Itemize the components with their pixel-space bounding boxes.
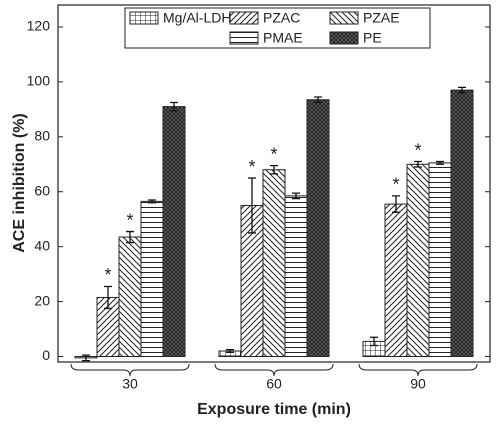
bar	[306, 99, 330, 358]
y-tick-label: 20	[34, 292, 50, 308]
error-bar	[370, 336, 378, 347]
significance-mark: *	[270, 144, 277, 164]
error-bar	[436, 160, 444, 165]
error-bar	[226, 348, 234, 354]
error-bar	[126, 230, 134, 244]
legend-swatch	[129, 11, 159, 25]
group-brace	[214, 363, 334, 377]
significance-mark: *	[248, 157, 255, 177]
error-bar	[82, 354, 90, 362]
legend-swatch	[329, 11, 359, 25]
plot-frame	[57, 4, 491, 363]
error-bar	[248, 177, 256, 234]
bar	[450, 89, 474, 358]
legend-label: PZAE	[363, 10, 400, 26]
y-tick-label: 100	[27, 73, 51, 89]
y-tick-label: 0	[42, 347, 50, 363]
error-bar	[148, 199, 156, 204]
significance-mark: *	[414, 140, 421, 160]
bar	[406, 163, 430, 358]
legend-swatch	[229, 11, 259, 25]
significance-mark: *	[392, 175, 399, 195]
legend-swatch	[229, 31, 259, 45]
y-axis-title: ACE inhibition (%)	[11, 113, 28, 253]
legend-label: Mg/Al-LDH	[163, 10, 231, 26]
bar	[262, 169, 286, 358]
error-bar	[104, 285, 112, 310]
error-bar	[458, 86, 466, 94]
bar	[284, 195, 308, 358]
legend-label: PZAC	[263, 10, 300, 26]
bar	[384, 203, 408, 358]
error-bar	[170, 101, 178, 112]
y-tick-label: 120	[27, 18, 51, 34]
y-tick-label: 40	[34, 237, 50, 253]
x-axis-title: Exposure time (min)	[197, 401, 351, 418]
legend-box	[124, 7, 431, 49]
legend-label: PE	[363, 30, 382, 46]
x-tick-label: 60	[266, 376, 282, 392]
error-bar	[392, 195, 400, 213]
error-bar	[292, 192, 300, 200]
y-tick-label: 60	[34, 182, 50, 198]
error-bar	[314, 96, 322, 104]
bar	[118, 236, 142, 358]
significance-mark: *	[126, 210, 133, 230]
x-tick-label: 90	[410, 376, 426, 392]
legend-label: PMAE	[263, 30, 303, 46]
bar	[162, 106, 186, 358]
bar	[140, 200, 164, 358]
error-bar	[414, 160, 422, 168]
significance-mark: *	[104, 265, 111, 285]
legend-swatch	[329, 31, 359, 45]
group-brace	[358, 363, 478, 377]
group-brace	[70, 363, 190, 377]
error-bar	[270, 165, 278, 175]
bar	[428, 162, 452, 358]
x-tick-label: 30	[122, 376, 138, 392]
y-tick-label: 80	[34, 128, 50, 144]
